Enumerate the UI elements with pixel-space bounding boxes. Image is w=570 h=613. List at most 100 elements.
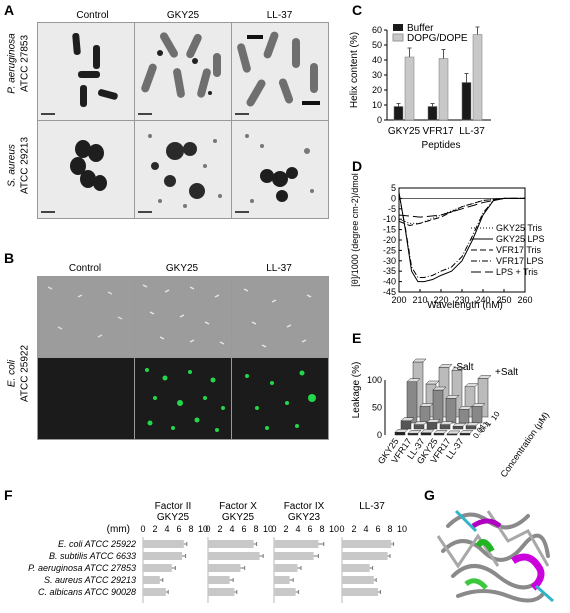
- chart-c-ytick-label: 60: [372, 25, 382, 35]
- bacteria-cocci-icon: [148, 134, 222, 208]
- panel-label-g: G: [424, 487, 435, 503]
- chart-f-bar: [342, 552, 388, 560]
- chart-d-series-line: [398, 197, 525, 226]
- chart-f-panel-title: LL-37: [359, 501, 385, 512]
- chart-f-bar: [208, 540, 254, 548]
- chart-c-bar: [461, 82, 472, 121]
- chart-e-bar-top: [445, 395, 460, 399]
- chart-e-bar: [420, 432, 432, 436]
- chart-f-xtick-label: 8: [319, 524, 324, 534]
- chart-e-concentration-label: 1: [483, 419, 493, 428]
- chart-d-xtick-label: 250: [496, 295, 511, 305]
- chart-d-legend-label: GKY25 LPS: [496, 234, 545, 244]
- chart-d-legend-label: VFR17 Tris: [496, 245, 542, 255]
- protein-structure-icon: [436, 509, 554, 603]
- col-header-gky25-a: GKY25: [166, 10, 200, 21]
- chart-d-ytick-label: 0: [391, 193, 396, 203]
- chart-c-ytick-label: 0: [377, 115, 382, 125]
- chart-f-panel-title: Factor IX: [284, 501, 325, 512]
- green-fluorescent-cells-icon: [245, 370, 316, 430]
- chart-d-series-line: [398, 194, 525, 278]
- chart-e-bar: [394, 432, 406, 436]
- em-image-pa-control: [37, 22, 135, 121]
- chart-e-bar-top: [406, 378, 421, 382]
- chart-f-organism-label: E. coli ATCC 25922: [58, 539, 136, 549]
- chart-f-xtick-label: 6: [241, 524, 246, 534]
- bacteria-field-icon: [47, 286, 123, 338]
- chart-e-bar-top: [465, 422, 480, 426]
- row-label-s-aureus-strain: ATCC 29213: [19, 136, 31, 195]
- chart-f-bar: [143, 576, 160, 584]
- chart-e-group-minus-salt: -Salt: [453, 362, 474, 373]
- chart-d-series-line: [398, 197, 525, 218]
- panel-label-c: C: [352, 2, 363, 18]
- chart-f-bar: [274, 552, 314, 560]
- chart-c-xtick-label: GKY25: [388, 126, 421, 137]
- bacteria-rods-icon: [237, 31, 320, 107]
- chart-e-bar-top: [420, 429, 435, 434]
- phase-image-ll37: [231, 276, 329, 358]
- scale-bar: [138, 211, 152, 213]
- chart-f-bar: [208, 588, 235, 596]
- chart-f-bar: [274, 564, 298, 572]
- chart-f-xtick-label: 0: [140, 524, 145, 534]
- chart-f-xtick-label: 2: [351, 524, 356, 534]
- chart-c-bar: [427, 106, 438, 121]
- chart-f-bar: [143, 564, 172, 572]
- chart-f-xtick-label: 2: [217, 524, 222, 534]
- chart-f-xtick-label: 6: [375, 524, 380, 534]
- row-label-p-aeruginosa: P. aeruginosa: [6, 33, 18, 94]
- chart-f-organism-label: S. aureus ATCC 29213: [44, 575, 136, 585]
- chart-e-bar: [426, 422, 438, 430]
- chart-f-bar: [342, 576, 374, 584]
- chart-f-bar: [274, 576, 290, 584]
- chart-e-bar-top: [439, 421, 454, 425]
- chart-e-bar-top: [471, 403, 486, 407]
- scale-bar: [41, 211, 55, 213]
- chart-e-bar-top: [446, 430, 461, 435]
- row-label-e-coli-strain: ATCC 25922: [19, 344, 31, 403]
- chart-f-xtick-label: 4: [164, 524, 169, 534]
- chart-f-panel-title: Factor X: [219, 501, 257, 512]
- chart-f-bar: [274, 588, 296, 596]
- chart-e-bar-top: [464, 383, 479, 387]
- chart-e-bar: [406, 381, 418, 424]
- chart-c: Helix content (%) 0 10 20 30 40 50 60 GKY25 VFR…: [349, 23, 491, 151]
- panel-label-b: B: [4, 250, 15, 266]
- em-image-pa-ll37: [231, 22, 329, 121]
- chart-e-bar: [439, 424, 451, 430]
- chart-c-xtick-label: VFR17: [422, 126, 454, 137]
- chart-d-ytick-label: -45: [383, 287, 396, 297]
- chart-d-ytick-label: -40: [383, 277, 396, 287]
- chart-f-xtick-label: 2: [283, 524, 288, 534]
- chart-c-ytick-label: 20: [372, 85, 382, 95]
- chart-e-bar-top: [438, 364, 453, 368]
- bacteria-rods-icon: [141, 32, 221, 98]
- chart-f-panel-subtitle: GKY23: [288, 512, 321, 523]
- chart-f-panel-subtitle: GKY25: [157, 512, 190, 523]
- chart-e-bar: [458, 409, 470, 424]
- chart-c-ylabel: Helix content (%): [349, 32, 360, 108]
- chart-d-xtick-label: 260: [517, 295, 532, 305]
- chart-d-legend-label: GKY25 Tris: [496, 223, 543, 233]
- chart-c-bar: [404, 56, 415, 121]
- chart-d-legend-label: LPS + Tris: [496, 267, 538, 277]
- chart-d-xtick-label: 230: [454, 295, 469, 305]
- legend-swatch-dopg: [392, 33, 404, 42]
- chart-f-bar: [143, 588, 166, 596]
- chart-f-bar: [143, 552, 182, 560]
- col-header-ll37-b: LL-37: [266, 263, 292, 274]
- chart-d-series-line: [398, 197, 525, 224]
- chart-f-xtick-label: 4: [363, 524, 368, 534]
- chart-d: [θ]/1000 (degree cm-2)/dmol 50-5-10-15-2…: [350, 173, 545, 310]
- chart-f: (mm) E. coli ATCC 25922 B. subtilis ATCC …: [28, 501, 407, 603]
- legend-label-dopg: DOPG/DOPE: [407, 33, 468, 44]
- bacteria-cocci-icon: [245, 134, 314, 203]
- chart-f-organism-label: B. subtilis ATCC 6633: [49, 551, 136, 561]
- chart-e-bar: [452, 426, 464, 430]
- chart-d-ytick-label: -25: [383, 245, 396, 255]
- panel-label-e: E: [352, 330, 362, 346]
- chart-f-panel-subtitle: GKY25: [222, 512, 255, 523]
- chart-f-bar: [342, 540, 392, 548]
- chart-e-ylabel: Leakage (%): [351, 362, 362, 419]
